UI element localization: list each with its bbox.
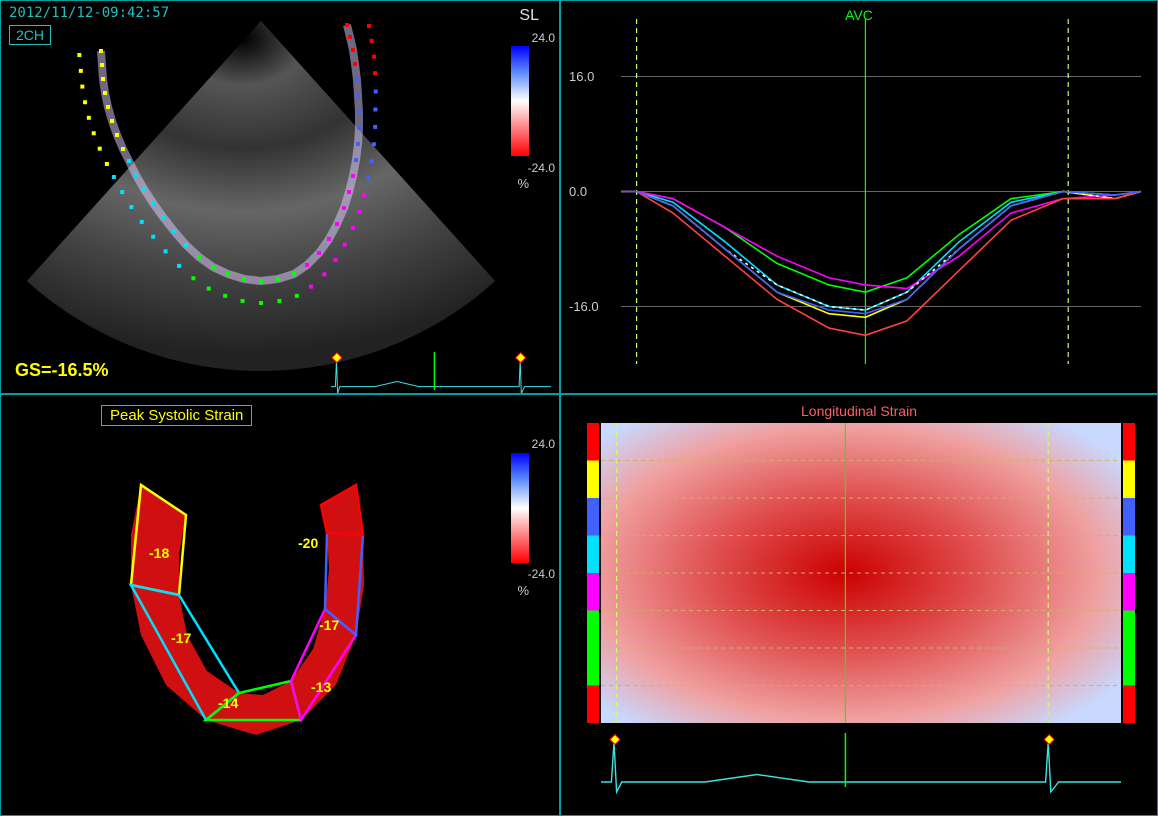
ytick-label: 16.0 [569, 69, 594, 84]
peak-systolic-svg [1, 395, 560, 816]
strain-colorbar [511, 46, 529, 156]
segment-strain-value: -14 [218, 695, 238, 711]
colorbar-min-2: -24.0 [528, 567, 555, 581]
ytick-label: -16.0 [569, 299, 599, 314]
strain-curves-svg [561, 1, 1158, 394]
peak-systolic-title: Peak Systolic Strain [101, 405, 252, 426]
strain-type-label: SL [519, 7, 539, 25]
segment-strain-value: -17 [319, 617, 339, 633]
ytick-label: 0.0 [569, 184, 587, 199]
longitudinal-strain-svg [561, 395, 1158, 816]
colorbar-max: 24.0 [532, 31, 555, 45]
avc-marker-label: AVC [845, 7, 873, 23]
segment-strain-value: -17 [171, 630, 191, 646]
longitudinal-strain-panel[interactable]: Longitudinal Strain [560, 394, 1158, 816]
global-strain-value: GS=-16.5% [15, 360, 109, 381]
colorbar-unit: % [517, 176, 529, 191]
view-type-label: 2CH [9, 25, 51, 45]
strain-curves-panel[interactable]: AVC 16.0 0.0 -16.0 [560, 0, 1158, 394]
colorbar-min: -24.0 [528, 161, 555, 175]
ultrasound-2ch-panel[interactable]: 2012/11/12-09:42:57 2CH SL [0, 0, 560, 394]
strain-colorbar-2 [511, 453, 529, 563]
colorbar-unit-2: % [517, 583, 529, 598]
longitudinal-strain-title: Longitudinal Strain [801, 403, 917, 419]
quad-display: 2012/11/12-09:42:57 2CH SL [0, 0, 1158, 816]
ultrasound-sector-svg [1, 1, 560, 394]
segment-strain-value: -13 [311, 679, 331, 695]
segment-strain-value: -20 [298, 535, 318, 551]
timestamp: 2012/11/12-09:42:57 [9, 5, 169, 21]
colorbar-max-2: 24.0 [532, 437, 555, 451]
segment-strain-value: -18 [149, 545, 169, 561]
peak-systolic-panel[interactable]: Peak Systolic Strain -18-20-17-17-14-13 … [0, 394, 560, 816]
